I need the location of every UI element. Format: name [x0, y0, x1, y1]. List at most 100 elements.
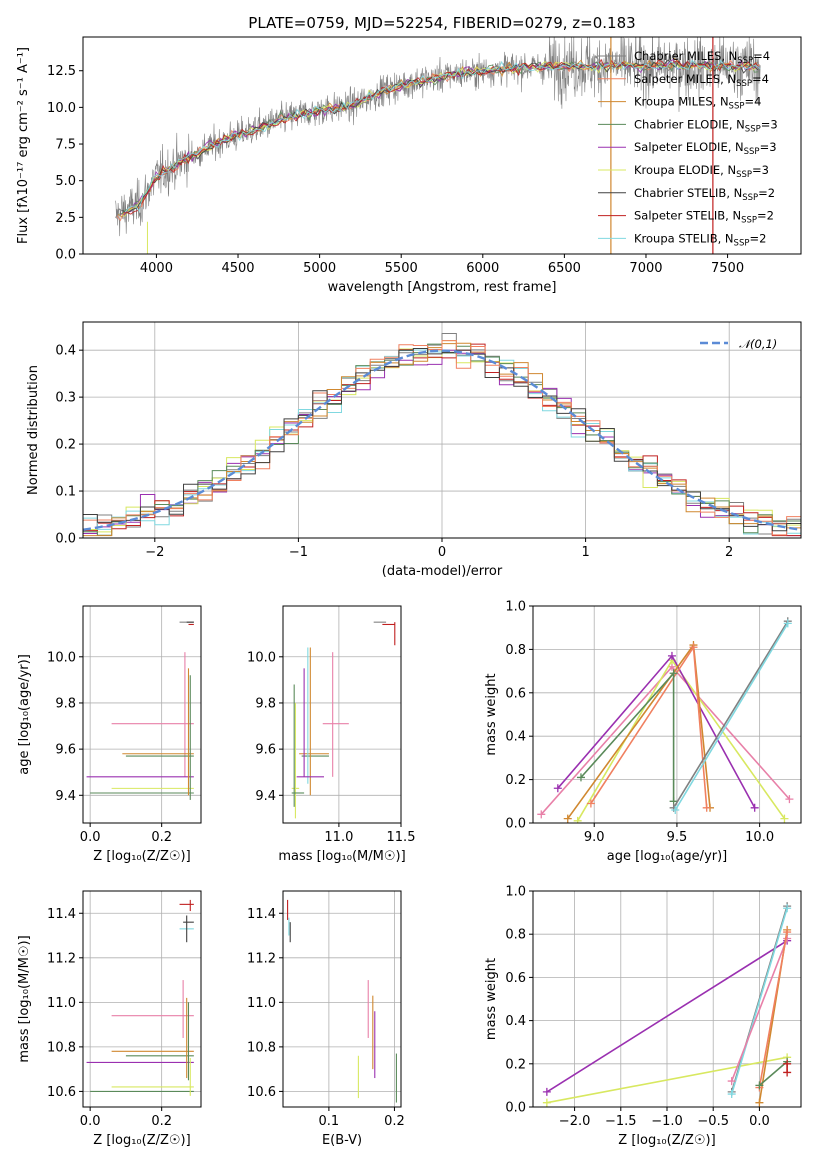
weight_vs_age-axes: 9.0 9.5 10.0 0.0 0.2 0.4 0.6 0.8 1.0 age [log₁₀(a…	[484, 600, 802, 864]
y-tick-label: 0.3	[55, 391, 76, 406]
legend-label: Salpeter MILES, NSSP=4	[634, 72, 769, 89]
y-tick-label: 0.8	[505, 928, 526, 943]
x-tick-label: 1	[581, 545, 589, 560]
y-tick-label: 9.8	[255, 696, 276, 711]
y-tick-label: 0.2	[55, 438, 76, 453]
model-chabrier_stelib	[122, 59, 759, 214]
x-tick-label: 0	[438, 545, 446, 560]
y-tick-label: 10.8	[47, 1040, 76, 1055]
weight-marker	[783, 1059, 792, 1068]
x-tick-label: 5500	[385, 261, 418, 276]
x-tick-label: 11.5	[387, 830, 416, 845]
y-tick-label: 0.4	[505, 730, 526, 745]
y-tick-label: 11.2	[247, 951, 276, 966]
weight-line	[672, 620, 789, 809]
legend: Chabrier MILES, NSSP=4 Salpeter MILES, NS…	[598, 49, 778, 248]
x-tick-label: 10.0	[745, 830, 774, 845]
axes-frame	[282, 890, 402, 1108]
x-tick-label: 7000	[629, 261, 662, 276]
spectrum-plot	[115, 37, 761, 254]
errorbar-plot	[287, 899, 397, 1103]
y-tick-label: 10.8	[247, 1040, 276, 1055]
axes-frame	[82, 890, 202, 1108]
y-tick-label: 5.0	[55, 174, 76, 189]
x-tick-label: −2.0	[559, 1114, 591, 1129]
x-tick-label: 0.2	[151, 830, 172, 845]
y-axis-label: mass weight	[484, 958, 499, 1040]
legend-label: Chabrier MILES, NSSP=4	[634, 49, 770, 66]
y-tick-label: 11.0	[247, 996, 276, 1011]
y-tick-label: 10.6	[247, 1085, 276, 1100]
weight-marker	[671, 805, 680, 814]
weight-marker	[563, 814, 572, 823]
legend-label: Chabrier STELIB, NSSP=2	[634, 186, 775, 203]
y-tick-label: 0.0	[505, 1101, 526, 1116]
legend-label: Kroupa MILES, NSSP=4	[634, 95, 761, 112]
y-tick-label: 10.6	[47, 1085, 76, 1100]
weight-marker	[785, 795, 794, 804]
x-tick-label: 7500	[711, 261, 744, 276]
weight-line	[546, 1056, 788, 1104]
x-axis-label: wavelength [Angstrom, rest frame]	[328, 280, 557, 295]
weight-plot	[542, 902, 792, 1107]
weight-marker	[553, 784, 562, 793]
spectrum-axes: 4000 4500 5000 5500 6000 6500 7000 7500 0.0 2.5 5.…	[16, 14, 802, 295]
x-tick-label: 6500	[548, 261, 581, 276]
legend-label: 𝒩(0,1)	[739, 337, 777, 351]
legend-label: Kroupa STELIB, NSSP=2	[634, 231, 766, 248]
weight-line	[758, 1060, 788, 1087]
weight-line	[730, 908, 788, 1095]
x-tick-label: −2	[145, 545, 164, 560]
y-tick-label: 9.6	[255, 743, 276, 758]
y-tick-label: 0.1	[55, 485, 76, 500]
weight-line	[730, 938, 788, 1082]
errorbar-plot	[86, 899, 194, 1096]
x-tick-label: 0.0	[80, 1114, 101, 1129]
weight-marker	[727, 1077, 736, 1086]
y-axis-label: mass weight	[484, 673, 499, 755]
weight-plot	[537, 617, 794, 823]
x-axis-label: Z [log₁₀(Z/Z☉)]	[618, 1133, 715, 1148]
y-tick-label: 2.5	[55, 211, 76, 226]
x-axis-label: age [log₁₀(age/yr)]	[607, 849, 728, 864]
weight-marker	[586, 799, 595, 808]
weight-marker	[669, 669, 678, 678]
weight-marker	[727, 1090, 736, 1099]
x-tick-label: 9.5	[667, 830, 688, 845]
y-tick-label: 10.0	[47, 650, 76, 665]
weight_vs_Z-axes: −2.0 −1.5 −1.0 −0.5 0.0 0.0 0.2 0.4 0.6 0.8 1.0 Z […	[484, 885, 802, 1148]
y-tick-label: 0.2	[505, 773, 526, 788]
axes-frame	[82, 605, 202, 824]
weight-marker	[537, 810, 546, 819]
y-tick-label: 0.0	[55, 248, 76, 263]
y-tick-label: 0.4	[55, 344, 76, 359]
legend-label: Salpeter STELIB, NSSP=2	[634, 209, 774, 226]
x-tick-label: 6000	[466, 261, 499, 276]
x-tick-label: 4500	[221, 261, 254, 276]
legend-label: Salpeter ELODIE, NSSP=3	[634, 140, 777, 157]
y-tick-label: 0.6	[505, 686, 526, 701]
weight-marker	[783, 619, 792, 628]
axes-frame	[532, 890, 802, 1108]
age_vs_Z-axes: 0.0 0.2 9.4 9.6 9.8 10.0 Z [log₁₀(Z/Z☉)] age [l…	[17, 605, 202, 864]
y-tick-label: 11.0	[47, 996, 76, 1011]
y-tick-label: 9.4	[255, 789, 276, 804]
y-tick-label: 7.5	[55, 138, 76, 153]
x-axis-label: Z [log₁₀(Z/Z☉)]	[93, 849, 190, 864]
legend-label: Kroupa ELODIE, NSSP=3	[634, 163, 769, 180]
normal-curve	[83, 349, 799, 531]
x-tick-label: 9.0	[584, 830, 605, 845]
x-tick-label: −1	[289, 545, 308, 560]
y-tick-label: 0.6	[505, 971, 526, 986]
legend-label: Chabrier ELODIE, NSSP=3	[634, 117, 778, 134]
model-kroupa_stelib	[124, 59, 761, 213]
weight-line	[674, 622, 789, 811]
weight-marker	[573, 816, 582, 823]
histogram-plot	[83, 332, 801, 537]
x-axis-label: (data-model)/error	[382, 564, 503, 579]
y-tick-label: 10.0	[47, 101, 76, 116]
y-tick-label: 9.4	[55, 789, 76, 804]
weight-marker	[542, 1087, 551, 1096]
x-tick-label: −1.5	[605, 1114, 637, 1129]
